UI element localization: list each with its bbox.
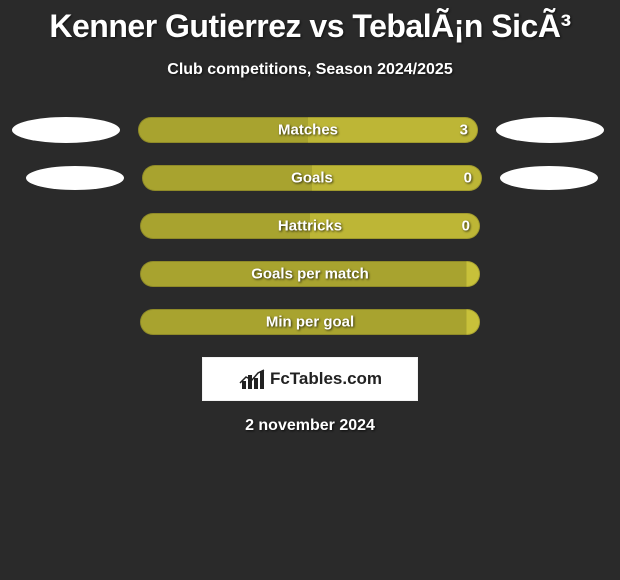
bar-value: 3 [460,122,468,139]
bar-mpg: Min per goal [140,309,480,335]
logo-text: FcTables.com [270,369,382,389]
logo-text-a: Fc [270,369,290,388]
date-label: 2 november 2024 [0,417,620,435]
bar-gpm: Goals per match [140,261,480,287]
bar-label: Min per goal [266,314,354,331]
right-ellipse [496,117,604,143]
subtitle: Club competitions, Season 2024/2025 [0,61,620,79]
logo-text-c: .com [342,369,382,388]
stats-rows: Matches 3 Goals 0 Hattricks 0 Goals per … [0,117,620,335]
logo-text-b: Tables [290,369,343,388]
bar-value: 0 [462,218,470,235]
bar-matches: Matches 3 [138,117,478,143]
left-ellipse [12,117,120,143]
bar-goals: Goals 0 [142,165,482,191]
bar-label: Goals per match [251,266,369,283]
stat-row-matches: Matches 3 [0,117,620,143]
bar-value: 0 [464,170,472,187]
bar-label: Goals [291,170,333,187]
stat-row-hattricks: Hattricks 0 [0,213,620,239]
chart-bars-icon [238,367,266,391]
stat-row-mpg: Min per goal [0,309,620,335]
fctables-logo[interactable]: FcTables.com [202,357,418,401]
stat-row-goals: Goals 0 [0,165,620,191]
page-title: Kenner Gutierrez vs TebalÃ¡n SicÃ³ [0,0,620,45]
bar-label: Hattricks [278,218,342,235]
bar-label: Matches [278,122,338,139]
stat-row-gpm: Goals per match [0,261,620,287]
bar-hattricks: Hattricks 0 [140,213,480,239]
left-ellipse [26,166,124,190]
right-ellipse [500,166,598,190]
